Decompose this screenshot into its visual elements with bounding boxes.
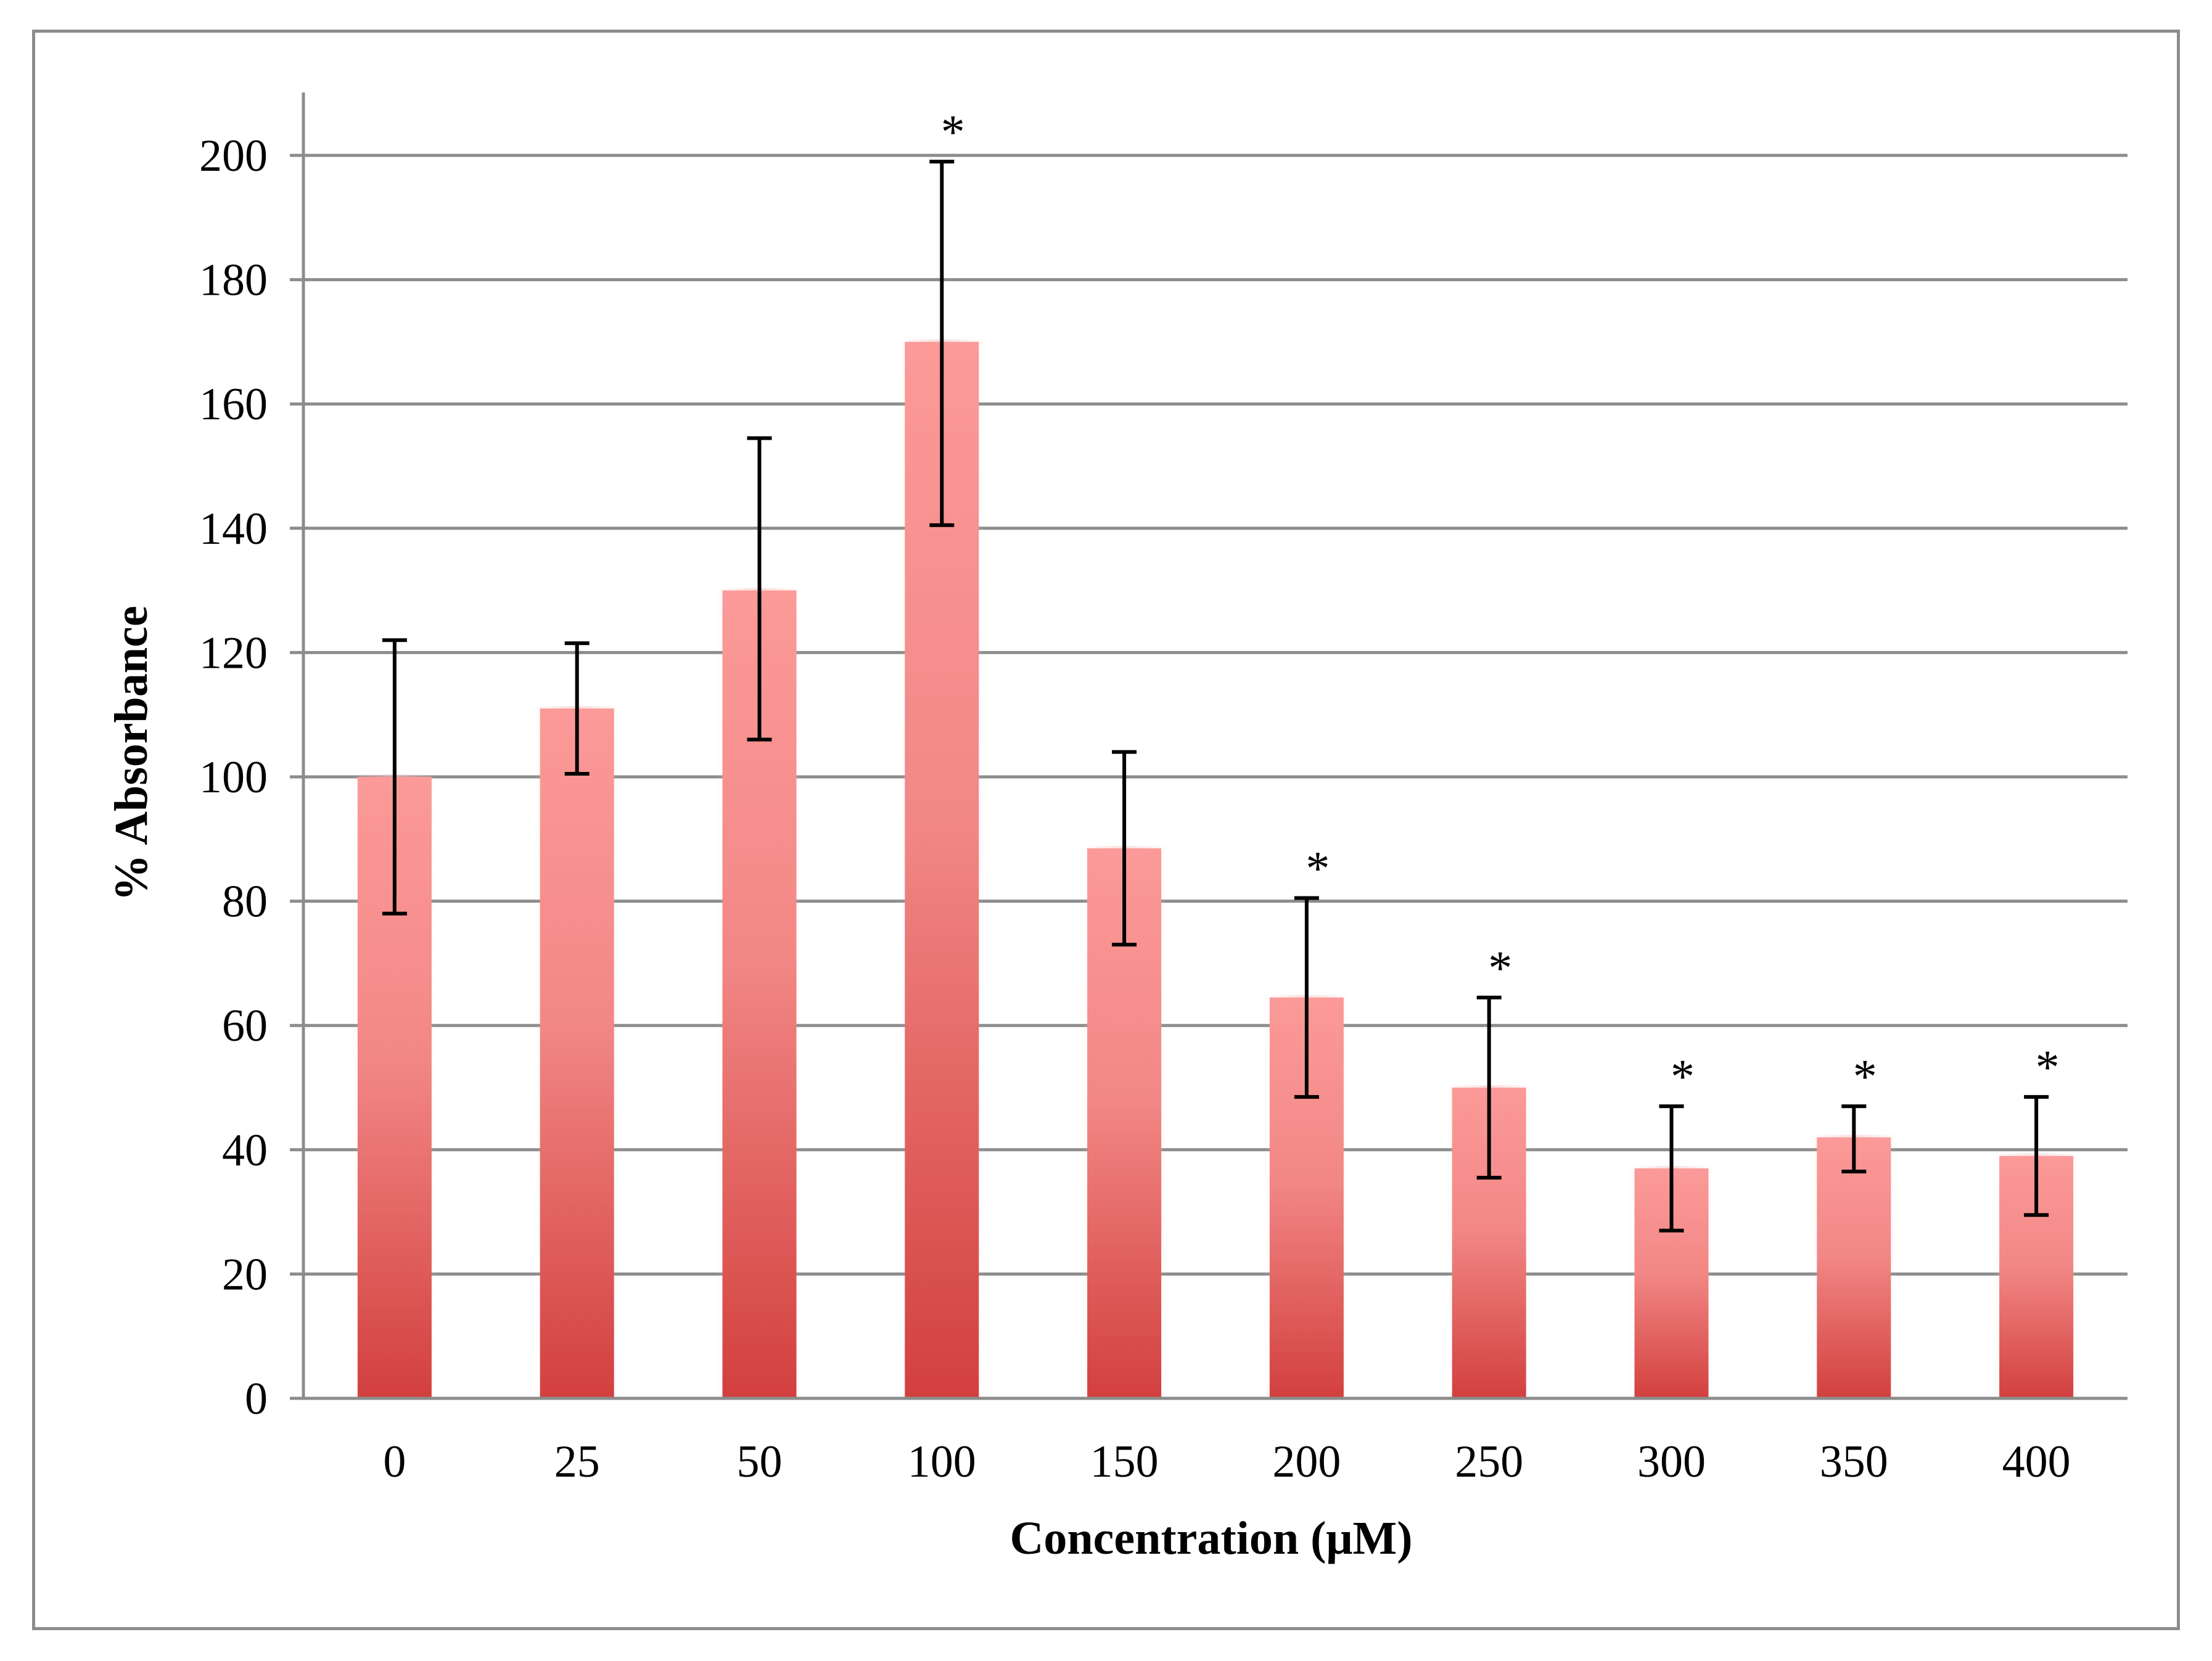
x-tick-label: 250 xyxy=(1455,1437,1523,1487)
y-tick-label: 0 xyxy=(245,1374,268,1424)
y-tick-label: 180 xyxy=(199,255,268,306)
significance-marker: * xyxy=(1671,1049,1695,1103)
y-tick-label: 120 xyxy=(199,628,268,678)
error-bars xyxy=(382,160,2049,1232)
x-tick-label: 0 xyxy=(383,1437,406,1487)
y-tick-label: 20 xyxy=(222,1249,268,1300)
y-tick-label: 40 xyxy=(222,1125,268,1176)
x-axis-title: Concentration (μM) xyxy=(1009,1512,1412,1564)
significance-marker: * xyxy=(1853,1049,1877,1103)
y-tick-label: 140 xyxy=(199,504,268,554)
x-tick-label: 200 xyxy=(1272,1437,1341,1487)
bars xyxy=(351,339,2080,1398)
axes xyxy=(290,92,2128,1400)
y-tick-label: 60 xyxy=(222,1001,268,1051)
y-tick-label: 100 xyxy=(199,752,268,803)
x-tick-label: 300 xyxy=(1637,1437,1706,1487)
x-tick-label: 25 xyxy=(554,1437,600,1487)
x-tick-label: 350 xyxy=(1820,1437,1888,1487)
y-tick-label: 80 xyxy=(222,877,268,927)
y-axis-title: % Absorbance xyxy=(105,605,157,901)
y-tick-label: 160 xyxy=(199,379,268,430)
labels: 0 20 40 60 80 100 120 140 160 180 200 0 25 50 * 100 150 *… xyxy=(199,105,2071,1487)
bar xyxy=(540,708,614,1398)
x-tick-label: 50 xyxy=(737,1437,783,1487)
significance-marker: * xyxy=(1488,941,1512,995)
significance-marker: * xyxy=(1305,842,1330,895)
bar xyxy=(1817,1137,1891,1398)
significance-marker: * xyxy=(2036,1040,2060,1094)
x-tick-label: 100 xyxy=(908,1437,976,1487)
significance-marker: * xyxy=(941,105,965,158)
y-tick-label: 200 xyxy=(199,131,268,181)
x-tick-label: 150 xyxy=(1090,1437,1159,1487)
x-tick-label: 400 xyxy=(2002,1437,2071,1487)
